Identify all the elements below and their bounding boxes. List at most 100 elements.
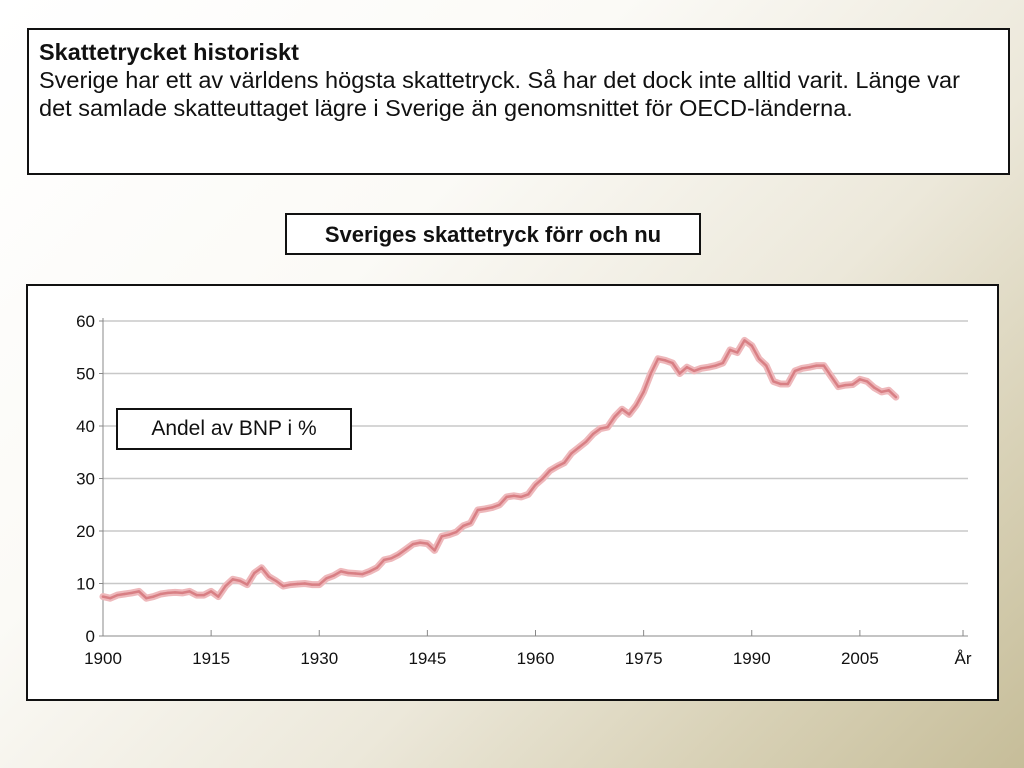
y-tick-label: 20 (76, 522, 95, 541)
x-tick-label: 1990 (733, 649, 771, 668)
data-point (267, 575, 270, 578)
data-point (570, 452, 573, 455)
data-point (512, 494, 516, 497)
data-point (173, 591, 177, 594)
data-point (592, 432, 595, 436)
y-tick-label: 50 (76, 365, 95, 384)
data-point (130, 591, 133, 595)
data-point (808, 366, 811, 369)
data-point (382, 558, 386, 562)
data-point (491, 506, 494, 509)
data-point (599, 427, 602, 430)
data-point (440, 535, 443, 538)
y-tick-label: 30 (76, 470, 95, 489)
data-point (844, 383, 847, 387)
data-point (253, 571, 256, 575)
data-point (426, 542, 429, 545)
data-point (332, 574, 335, 577)
data-point (498, 503, 501, 506)
data-point (346, 571, 350, 575)
data-point (757, 357, 761, 360)
data-point (865, 380, 869, 383)
x-tick-label: 2005 (841, 649, 879, 668)
data-point (469, 521, 472, 525)
data-point (685, 366, 689, 369)
data-point (152, 595, 155, 598)
x-tick-label: 1930 (300, 649, 338, 668)
data-point (779, 382, 782, 386)
data-point (671, 361, 674, 365)
data-point (354, 572, 357, 575)
data-point (483, 507, 487, 511)
data-point (181, 591, 184, 595)
data-point (505, 495, 508, 499)
data-point (339, 570, 343, 573)
data-point (116, 593, 119, 597)
data-point (289, 583, 292, 586)
data-point (195, 593, 198, 597)
x-axis-label: År (955, 649, 972, 668)
data-point (462, 524, 465, 527)
x-tick-label: 1960 (517, 649, 555, 668)
data-point (649, 372, 652, 375)
legend-label: Andel av BNP i % (116, 408, 352, 450)
series-line-halo (99, 336, 900, 602)
data-point (887, 389, 890, 392)
data-point (894, 395, 898, 399)
data-point (209, 590, 213, 593)
data-point (310, 583, 314, 586)
data-point (274, 579, 278, 583)
data-point (613, 415, 616, 418)
info-heading: Skattetrycket historiskt (39, 39, 299, 65)
data-point (815, 364, 818, 367)
data-point (527, 493, 530, 496)
data-point (145, 597, 148, 600)
data-point (238, 579, 242, 583)
data-point (534, 483, 537, 486)
data-point (743, 339, 746, 342)
data-point (390, 557, 393, 560)
data-point (123, 592, 126, 596)
data-point (166, 591, 170, 595)
data-point (246, 583, 249, 586)
data-point (303, 582, 306, 585)
data-point (375, 566, 379, 569)
data-point (700, 367, 703, 370)
info-body: Sverige har ett av världens högsta skatt… (39, 67, 960, 121)
data-point (563, 461, 566, 464)
data-point (678, 372, 681, 375)
data-point (159, 592, 162, 596)
data-point (858, 378, 862, 381)
data-point (822, 364, 825, 367)
data-point (101, 595, 105, 598)
data-point (411, 542, 415, 546)
data-point (188, 590, 191, 593)
data-point (736, 351, 739, 354)
x-tick-label: 1900 (84, 649, 122, 668)
data-point (260, 566, 263, 569)
data-point (620, 408, 624, 411)
data-point (325, 577, 328, 580)
data-point (692, 369, 696, 373)
data-point (707, 366, 710, 369)
data-point (433, 549, 436, 552)
data-point (801, 367, 804, 370)
data-point (541, 477, 544, 480)
y-tick-label: 10 (76, 575, 95, 594)
data-point (765, 364, 768, 367)
data-point (404, 548, 407, 551)
line-chart: 0 10 20 30 40 50 60 1900 1915 1930 1945 1960 1975 199… (76, 312, 972, 668)
data-point (837, 385, 840, 388)
y-tick-label: 60 (76, 312, 95, 331)
data-point (224, 584, 227, 588)
data-point (606, 425, 609, 429)
data-point (397, 553, 400, 556)
data-point (361, 572, 364, 576)
data-point (202, 593, 206, 597)
data-point (584, 440, 588, 443)
data-point (793, 369, 797, 373)
data-point (548, 469, 552, 472)
x-tick-label: 1915 (192, 649, 230, 668)
data-point (714, 364, 717, 367)
data-point (750, 344, 753, 347)
